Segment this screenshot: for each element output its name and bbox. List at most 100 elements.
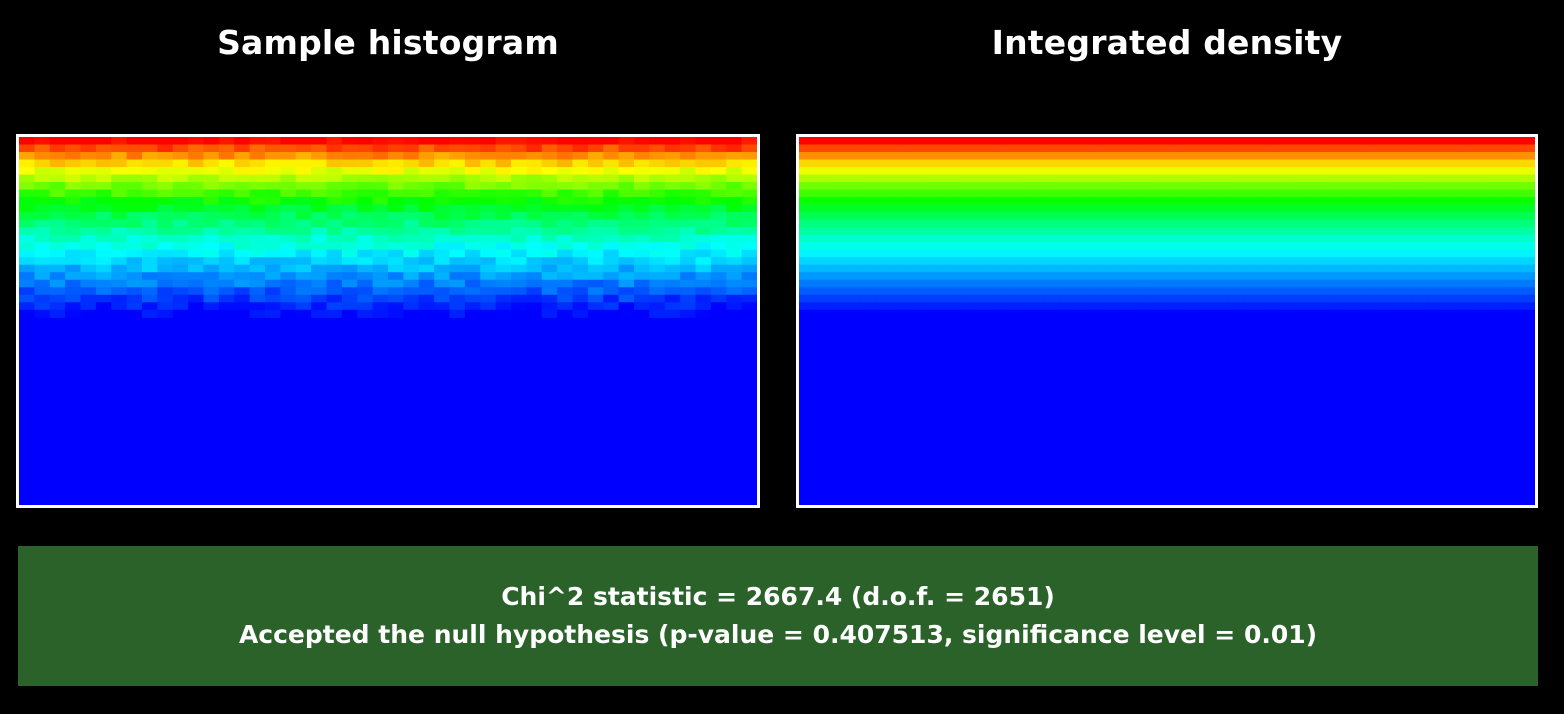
heatmap-cell <box>111 279 128 288</box>
heatmap-cell <box>80 309 97 318</box>
heatmap-cell <box>142 152 158 161</box>
heatmap-cell <box>280 212 297 221</box>
heatmap-cell <box>634 309 650 318</box>
heatmap-cell <box>1320 287 1337 296</box>
heatmap-cell <box>403 174 420 183</box>
heatmap-cell <box>906 294 923 303</box>
heatmap-cell <box>172 234 189 243</box>
heatmap-cell <box>49 182 66 191</box>
heatmap-cell <box>664 167 681 176</box>
heatmap-cell <box>726 272 743 281</box>
heatmap-cell <box>480 167 497 176</box>
heatmap-cell <box>603 182 620 191</box>
heatmap-cell <box>495 279 512 288</box>
heatmap-cell <box>1243 144 1260 153</box>
heatmap-cell <box>1351 227 1367 236</box>
heatmap-cell <box>1443 279 1459 288</box>
heatmap-cell <box>967 242 984 251</box>
heatmap-cell <box>65 174 82 183</box>
heatmap-cell <box>95 197 112 206</box>
heatmap-cell <box>1504 137 1521 146</box>
heatmap-cell <box>1366 279 1383 288</box>
heatmap-cell <box>983 152 999 161</box>
heatmap-cell <box>1458 234 1475 243</box>
heatmap-cell <box>1489 242 1505 251</box>
heatmap-cell <box>142 189 158 198</box>
heatmap-cell <box>1381 167 1398 176</box>
heatmap-cell <box>603 219 620 228</box>
heatmap-cell <box>464 212 481 221</box>
heatmap-cell <box>891 204 907 213</box>
heatmap-cell <box>142 309 158 318</box>
heatmap-cell <box>1075 197 1091 206</box>
heatmap-cell <box>860 167 877 176</box>
heatmap-cell <box>511 174 527 183</box>
heatmap-cell <box>34 159 51 168</box>
heatmap-cell <box>952 204 969 213</box>
heatmap-cell <box>203 212 220 221</box>
heatmap-cell <box>1458 189 1475 198</box>
heatmap-cell <box>1136 302 1153 311</box>
heatmap-cell <box>1121 302 1137 311</box>
heatmap-cell <box>1504 189 1521 198</box>
heatmap-cell <box>1029 302 1045 311</box>
heatmap-cell <box>1013 257 1030 266</box>
heatmap-cell <box>860 189 877 198</box>
heatmap-cell <box>1136 197 1153 206</box>
heatmap-cell <box>249 272 266 281</box>
heatmap-cell <box>388 144 404 153</box>
heatmap-cell <box>1443 212 1459 221</box>
heatmap-cell <box>280 167 297 176</box>
heatmap-cell <box>1121 204 1137 213</box>
heatmap-cell <box>19 234 35 243</box>
heatmap-cell <box>1274 279 1291 288</box>
heatmap-cell <box>814 137 831 146</box>
heatmap-cell <box>1029 137 1045 146</box>
heatmap-cell <box>541 144 558 153</box>
heatmap-cell <box>203 137 220 146</box>
heatmap-cell <box>937 167 953 176</box>
heatmap-cell <box>1458 174 1475 183</box>
heatmap-cell <box>1412 204 1429 213</box>
heatmap-cell <box>1335 182 1352 191</box>
heatmap-cell <box>1197 287 1214 296</box>
heatmap-cell <box>664 197 681 206</box>
heatmap-cell <box>891 212 907 221</box>
heatmap-cell <box>511 212 527 221</box>
heatmap-cell <box>249 219 266 228</box>
heatmap-cell <box>967 249 984 258</box>
heatmap-cell <box>388 279 404 288</box>
heatmap-cell <box>1090 287 1107 296</box>
heatmap-cell <box>1259 294 1275 303</box>
heatmap-cell <box>511 264 527 273</box>
heatmap-cell <box>449 182 466 191</box>
heatmap-cell <box>814 152 831 161</box>
heatmap-cell <box>341 219 358 228</box>
heatmap-cell <box>967 272 984 281</box>
heatmap-cell <box>1213 174 1229 183</box>
heatmap-cell <box>664 272 681 281</box>
heatmap-cell <box>937 227 953 236</box>
heatmap-cell <box>34 174 51 183</box>
heatmap-cell <box>557 204 574 213</box>
heatmap-cell <box>357 212 374 221</box>
heatmap-cell <box>1167 197 1183 206</box>
heatmap-cell <box>1013 197 1030 206</box>
heatmap-cell <box>1489 227 1505 236</box>
heatmap-cell <box>218 257 235 266</box>
heatmap-cell <box>695 182 712 191</box>
heatmap-cell <box>1443 182 1459 191</box>
heatmap-cell <box>295 182 312 191</box>
heatmap-cell <box>157 287 174 296</box>
heatmap-cell <box>1228 182 1245 191</box>
heatmap-cell <box>860 182 877 191</box>
heatmap-cell <box>1105 302 1122 311</box>
heatmap-cell <box>495 294 512 303</box>
heatmap-cell <box>1259 242 1275 251</box>
heatmap-cell <box>1105 287 1122 296</box>
heatmap-cell <box>814 302 831 311</box>
heatmap-cell <box>1519 302 1535 311</box>
heatmap-cell <box>357 302 374 311</box>
heatmap-cell <box>388 234 404 243</box>
